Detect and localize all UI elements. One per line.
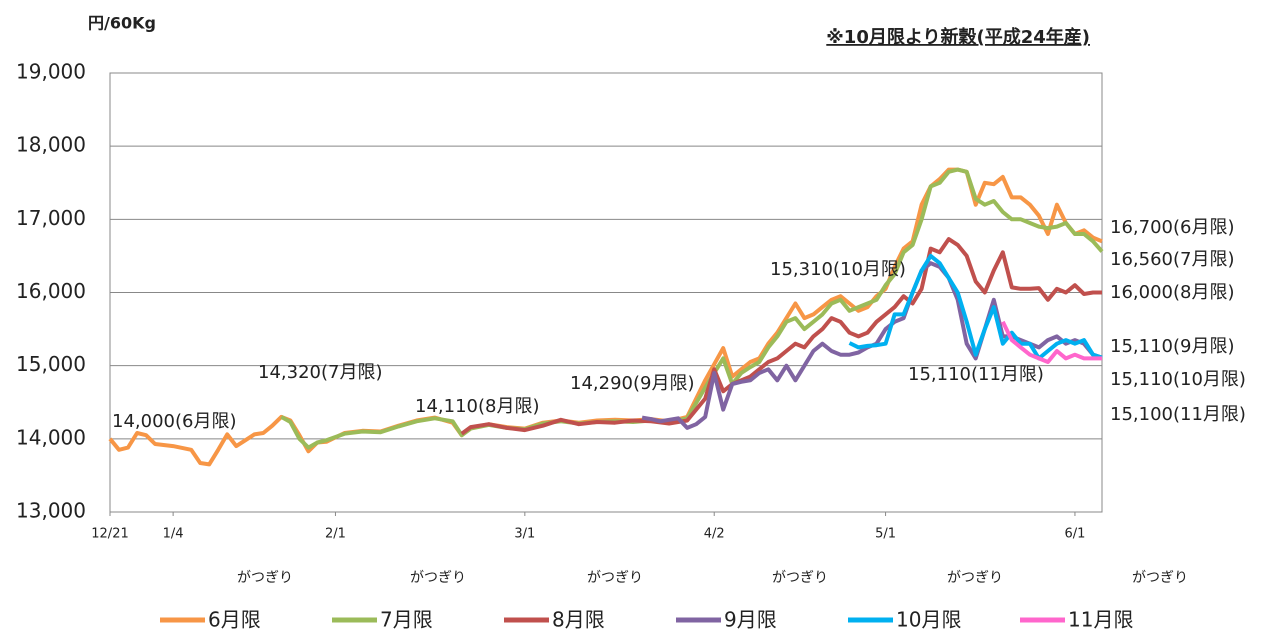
data-annotation: 15,110(11月限) xyxy=(908,364,1044,385)
data-annotation: 16,560(7月限) xyxy=(1110,249,1234,270)
legend-label: 8月限 xyxy=(552,608,605,632)
data-annotation: 15,110(9月限) xyxy=(1110,336,1234,357)
y-tick-label: 15,000 xyxy=(16,352,86,376)
legend-label: 10月限 xyxy=(896,608,961,632)
note: がつぎり xyxy=(237,570,293,586)
note: がつぎり xyxy=(947,570,1003,586)
legend-label: 9月限 xyxy=(724,608,777,632)
x-tick-label: 2/1 xyxy=(325,527,346,542)
data-annotation: 15,110(10月限) xyxy=(1110,369,1246,390)
y-tick-label: 17,000 xyxy=(16,206,86,230)
x-tick-label: 3/1 xyxy=(514,527,535,542)
data-annotation: 15,310(10月限) xyxy=(770,259,906,280)
note: がつぎり xyxy=(1132,570,1188,586)
series-line xyxy=(1001,320,1102,364)
x-tick-label: 6/1 xyxy=(1064,527,1085,542)
y-tick-label: 19,000 xyxy=(16,60,86,84)
note: がつぎり xyxy=(410,570,466,586)
data-annotation: 16,700(6月限) xyxy=(1110,217,1234,238)
y-tick-label: 14,000 xyxy=(16,425,86,449)
note: がつぎり xyxy=(587,570,643,586)
data-annotation: 14,110(8月限) xyxy=(415,396,539,417)
series-line xyxy=(848,253,1103,361)
x-tick-label: 5/1 xyxy=(875,527,896,542)
data-annotation: 14,290(9月限) xyxy=(570,373,694,394)
series-line xyxy=(280,167,1104,450)
x-tick-label: 12/21 xyxy=(91,527,128,542)
legend-label: 6月限 xyxy=(208,608,261,632)
legend-label: 11月限 xyxy=(1068,608,1133,632)
unit-label: 円/60Kg xyxy=(88,14,156,33)
data-annotation: 15,100(11月限) xyxy=(1110,404,1246,425)
subtitle: ※10月限より新穀(平成24年産) xyxy=(826,26,1090,48)
series-line xyxy=(460,237,1102,436)
x-tick-label: 1/4 xyxy=(163,527,184,542)
data-annotation: 14,320(7月限) xyxy=(258,362,382,383)
legend-label: 7月限 xyxy=(380,608,433,632)
y-tick-label: 13,000 xyxy=(16,499,86,523)
y-tick-label: 16,000 xyxy=(16,279,86,303)
data-annotation: 16,000(8月限) xyxy=(1110,282,1234,303)
note: がつぎり xyxy=(772,570,828,586)
x-tick-label: 4/2 xyxy=(704,527,725,542)
data-annotation: 14,000(6月限) xyxy=(112,411,236,432)
y-tick-label: 18,000 xyxy=(16,133,86,157)
